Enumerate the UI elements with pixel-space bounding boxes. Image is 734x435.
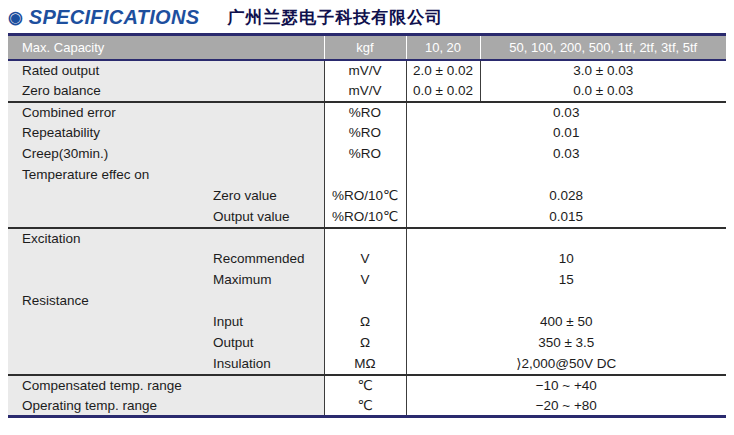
table-row-rated-output: Rated output mV/V 2.0 ± 0.02 3.0 ± 0.03: [8, 60, 726, 81]
table-row-zero-balance: Zero balance mV/V 0.0 ± 0.02 0.0 ± 0.03: [8, 81, 726, 102]
unit-cell: %RO/10℃: [324, 207, 406, 228]
table-row-insulation: Insulation MΩ ⟩2,000@50V DC: [8, 354, 726, 375]
company-name: 广州兰瑟电子科技有限公司: [227, 6, 443, 29]
table-row-resistance: Resistance: [8, 291, 726, 312]
specifications-table: Max. Capacity kgf 10, 20 50, 100, 200, 5…: [8, 33, 726, 418]
value-cell: 0.01: [406, 123, 726, 144]
param-label: Combined error: [8, 102, 324, 123]
unit-cell: Ω: [324, 333, 406, 354]
table-row-output-value: Output value %RO/10℃ 0.015: [8, 207, 726, 228]
unit-cell: mV/V: [324, 60, 406, 81]
value-cell-large: 3.0 ± 0.03: [480, 60, 726, 81]
param-label: Resistance: [8, 291, 324, 312]
value-cell-large: 0.0 ± 0.03: [480, 81, 726, 102]
value-cell: 350 ± 3.5: [406, 333, 726, 354]
table-row-zero-value: Zero value %RO/10℃ 0.028: [8, 186, 726, 207]
unit-cell: mV/V: [324, 81, 406, 102]
param-sublabel: Output value: [8, 207, 324, 228]
param-sublabel: Input: [8, 312, 324, 333]
value-cell: 10: [406, 249, 726, 270]
param-sublabel: Insulation: [8, 354, 324, 375]
param-label: Compensated temp. range: [8, 375, 324, 396]
param-label: Rated output: [8, 60, 324, 81]
value-cell: −10 ~ +40: [406, 375, 726, 396]
value-cell: [406, 165, 726, 186]
value-cell: ⟩2,000@50V DC: [406, 354, 726, 375]
column-header-small-capacities: 10, 20: [406, 35, 480, 60]
unit-cell: [324, 165, 406, 186]
unit-cell: [324, 291, 406, 312]
table-row-compensated-temp-range: Compensated temp. range ℃ −10 ~ +40: [8, 375, 726, 396]
value-cell: [406, 291, 726, 312]
value-cell: −20 ~ +80: [406, 396, 726, 417]
param-label: Operating temp. range: [8, 396, 324, 417]
value-cell: 0.015: [406, 207, 726, 228]
unit-cell: %RO: [324, 144, 406, 165]
table-row-excitation: Excitation: [8, 228, 726, 249]
unit-cell: %RO: [324, 102, 406, 123]
value-cell: [406, 228, 726, 249]
table-row-recommended: Recommended V 10: [8, 249, 726, 270]
table-row-creep: Creep(30min.) %RO 0.03: [8, 144, 726, 165]
param-sublabel: Recommended: [8, 249, 324, 270]
param-sublabel: Output: [8, 333, 324, 354]
unit-cell: %RO/10℃: [324, 186, 406, 207]
param-label: Zero balance: [8, 81, 324, 102]
unit-cell: V: [324, 270, 406, 291]
table-header-row: Max. Capacity kgf 10, 20 50, 100, 200, 5…: [8, 35, 726, 60]
value-cell-small: 2.0 ± 0.02: [406, 60, 480, 81]
param-sublabel: Maximum: [8, 270, 324, 291]
unit-cell: Ω: [324, 312, 406, 333]
unit-cell: ℃: [324, 375, 406, 396]
table-row-output: Output Ω 350 ± 3.5: [8, 333, 726, 354]
param-label: Temperature effec on: [8, 165, 324, 186]
table-row-combined-error: Combined error %RO 0.03: [8, 102, 726, 123]
unit-cell: V: [324, 249, 406, 270]
column-header-unit: kgf: [324, 35, 406, 60]
table-row-maximum: Maximum V 15: [8, 270, 726, 291]
fisheye-bullet-icon: ◉: [8, 9, 23, 26]
value-cell: 0.03: [406, 144, 726, 165]
table-row-temperature-effect: Temperature effec on: [8, 165, 726, 186]
value-cell: 15: [406, 270, 726, 291]
unit-cell: %RO: [324, 123, 406, 144]
unit-cell: MΩ: [324, 354, 406, 375]
column-header-capacity: Max. Capacity: [8, 35, 324, 60]
param-label: Excitation: [8, 228, 324, 249]
unit-cell: [324, 228, 406, 249]
unit-cell: ℃: [324, 396, 406, 417]
column-header-large-capacities: 50, 100, 200, 500, 1tf, 2tf, 3tf, 5tf: [480, 35, 726, 60]
value-cell: 0.028: [406, 186, 726, 207]
table-row-input: Input Ω 400 ± 50: [8, 312, 726, 333]
param-label: Creep(30min.): [8, 144, 324, 165]
value-cell: 400 ± 50: [406, 312, 726, 333]
value-cell-small: 0.0 ± 0.02: [406, 81, 480, 102]
value-cell: 0.03: [406, 102, 726, 123]
table-row-repeatability: Repeatability %RO 0.01: [8, 123, 726, 144]
page-title: SPECIFICATIONS: [29, 6, 200, 29]
titlebar: ◉ SPECIFICATIONS 广州兰瑟电子科技有限公司: [0, 0, 734, 30]
param-label: Repeatability: [8, 123, 324, 144]
param-sublabel: Zero value: [8, 186, 324, 207]
table-row-operating-temp-range: Operating temp. range ℃ −20 ~ +80: [8, 396, 726, 417]
